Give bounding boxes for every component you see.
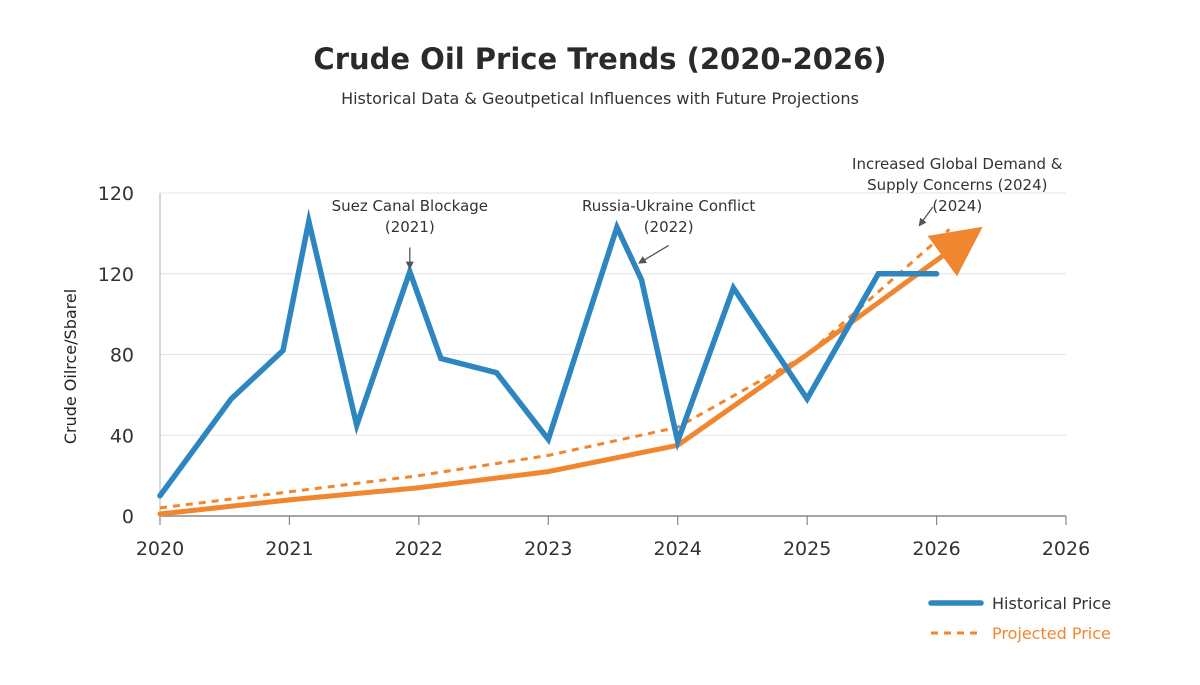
annotations: Suez Canal Blockage (2021) Russia-Ukraine … xyxy=(332,155,1063,270)
historical-price-line xyxy=(157,208,940,499)
x-tick-label: 2026 xyxy=(912,538,960,560)
legend-label-projected: Projected Price xyxy=(992,624,1111,643)
x-tick-label: 2020 xyxy=(136,538,184,560)
projection-trend-arrow xyxy=(157,226,983,517)
y-axis-label: Crude Oilrce/Sbarel xyxy=(61,289,80,444)
y-tick-label: 120 xyxy=(98,264,134,286)
legend: Historical Price Projected Price xyxy=(928,594,1111,643)
x-tick-label: 2022 xyxy=(395,538,443,560)
y-tick-label: 40 xyxy=(110,425,134,447)
y-tick-label: 120 xyxy=(98,183,134,205)
projected-price-line xyxy=(159,228,951,510)
annotation: Increased Global Demand & Supply Concerns… xyxy=(852,155,1063,227)
annotation-text: Increased Global Demand & xyxy=(852,155,1063,173)
annotation-arrow xyxy=(918,206,934,227)
annotation: Suez Canal Blockage (2021) xyxy=(332,197,488,270)
x-tick-label: 2025 xyxy=(783,538,831,560)
annotation-text: Supply Concerns (2024) xyxy=(867,176,1047,194)
annotation-arrow xyxy=(638,244,669,264)
legend-label-historical: Historical Price xyxy=(992,594,1111,613)
annotation-text: (2022) xyxy=(644,218,694,236)
grid-lines xyxy=(160,192,1066,436)
x-tick-label: 2026 xyxy=(1042,538,1090,560)
annotation-text: Suez Canal Blockage xyxy=(332,197,488,215)
x-axis-ticks: 2020 2021 2022 2023 2024 2025 2026 2026 xyxy=(136,516,1090,560)
annotation-text: (2021) xyxy=(385,218,435,236)
series-layer xyxy=(157,208,983,517)
chart-title: Crude Oil Price Trends (2020-2026) xyxy=(313,42,887,76)
y-axis-ticks: 0 40 80 120 120 xyxy=(98,183,134,528)
x-tick-label: 2024 xyxy=(654,538,702,560)
annotation: Russia-Ukraine Conflict (2022) xyxy=(582,197,755,264)
x-tick-label: 2023 xyxy=(524,538,572,560)
y-tick-label: 0 xyxy=(122,506,134,528)
axes xyxy=(159,193,1066,517)
annotation-text: (2024) xyxy=(932,197,982,215)
annotation-text: Russia-Ukraine Conflict xyxy=(582,197,755,215)
chart-subtitle: Historical Data & Geoutpetical Influence… xyxy=(341,89,859,108)
x-tick-label: 2021 xyxy=(265,538,313,560)
y-tick-label: 80 xyxy=(110,345,134,367)
